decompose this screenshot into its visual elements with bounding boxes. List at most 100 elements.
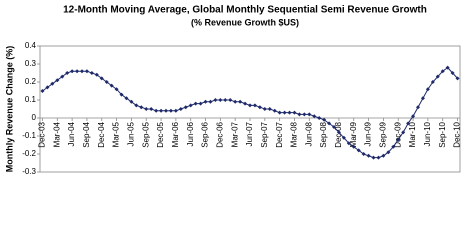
page: 12-Month Moving Average, Global Monthly … [4,4,462,177]
point-marker [129,99,134,104]
point-marker [302,112,307,117]
x-tick-label: Mar-05 [112,121,121,147]
point-marker [312,114,317,119]
x-tick-label: Jun-08 [304,121,313,146]
point-marker [371,155,376,160]
point-marker [144,107,149,111]
point-marker [282,110,287,115]
point-marker [252,103,257,108]
point-marker [80,69,84,74]
x-tick-label: Jun-07 [245,121,254,146]
point-marker [223,98,228,102]
y-tick-label: -0.1 [22,131,36,140]
x-tick-label: Jun-04 [67,121,76,146]
point-marker [124,96,129,101]
point-marker [435,74,440,79]
y-tick-label: 0.3 [25,59,37,68]
point-marker [267,107,272,111]
x-tick-label: Sep-08 [319,121,328,147]
x-tick-label: Sep-04 [82,121,91,147]
x-tick-label: Dec-09 [393,121,402,147]
point-marker [104,80,109,84]
chart: 12-Month Moving Average, Global Monthly … [4,5,461,176]
point-marker [178,107,183,111]
point-marker [75,69,80,74]
x-tick-label: Mar-10 [408,121,417,147]
x-tick-label: Dec-03 [38,121,47,147]
y-tick-label: 0.2 [25,77,37,86]
x-tick-label: Sep-07 [260,121,269,147]
point-marker [99,76,104,81]
point-marker [114,87,119,92]
point-marker [168,108,173,113]
point-marker [257,105,262,110]
x-tick-label: Jun-09 [364,121,373,146]
point-marker [406,121,411,126]
point-marker [154,108,159,113]
point-marker [173,108,178,113]
y-tick-label: 0.4 [25,41,37,50]
point-marker [332,125,336,129]
point-marker [262,107,267,111]
x-tick-label: Sep-05 [141,121,150,147]
x-tick-label: Jun-06 [186,121,195,146]
point-marker [287,110,292,115]
x-tick-label: Dec-08 [334,121,343,147]
point-marker [218,98,223,102]
point-marker [411,114,416,119]
point-marker [208,99,213,104]
point-marker [119,92,124,97]
point-marker [233,99,238,104]
point-marker [391,144,396,149]
point-marker [134,103,139,108]
point-marker [351,144,356,149]
point-marker [455,76,460,81]
point-marker [65,71,70,75]
point-marker [425,87,430,92]
x-tick-label: Mar-08 [290,121,299,147]
point-marker [445,65,450,70]
chart-title: 12-Month Moving Average, Global Monthly … [63,5,427,16]
x-tick-label: Jun-05 [127,121,136,146]
point-marker [416,105,420,110]
point-marker [248,103,252,108]
point-marker [40,89,45,93]
point-marker [317,116,322,120]
point-marker [139,105,144,110]
x-tick-label: Sep-09 [379,121,388,147]
point-marker [183,105,188,110]
x-tick-label: Mar-04 [52,121,61,147]
point-marker [60,74,65,79]
point-marker [361,152,366,156]
point-marker [450,71,455,75]
point-marker [277,110,282,115]
point-marker [213,98,218,102]
point-marker [356,148,361,153]
point-marker [243,101,248,106]
x-tick-label: Jun-10 [423,121,432,146]
point-marker [292,110,297,115]
point-marker [149,107,154,111]
point-marker [193,101,198,106]
point-marker [336,130,341,135]
point-marker [188,103,193,108]
point-marker [307,112,312,117]
point-marker [159,108,164,113]
point-marker [396,137,401,142]
point-marker [55,78,60,83]
point-marker [70,69,75,74]
point-marker [346,141,351,146]
point-marker [327,121,332,126]
point-marker [401,130,406,135]
chart-subtitle: (% Revenue Growth $US) [191,17,299,27]
x-tick-label: Mar-06 [171,121,180,147]
point-marker [322,117,327,122]
plot-border [39,45,461,173]
y-tick-label: 0.1 [25,95,37,104]
point-marker [89,71,94,75]
y-tick-label: -0.3 [22,167,36,176]
point-marker [109,83,114,88]
x-tick-label: Mar-09 [349,121,358,147]
point-marker [430,80,435,84]
point-marker [341,135,346,140]
